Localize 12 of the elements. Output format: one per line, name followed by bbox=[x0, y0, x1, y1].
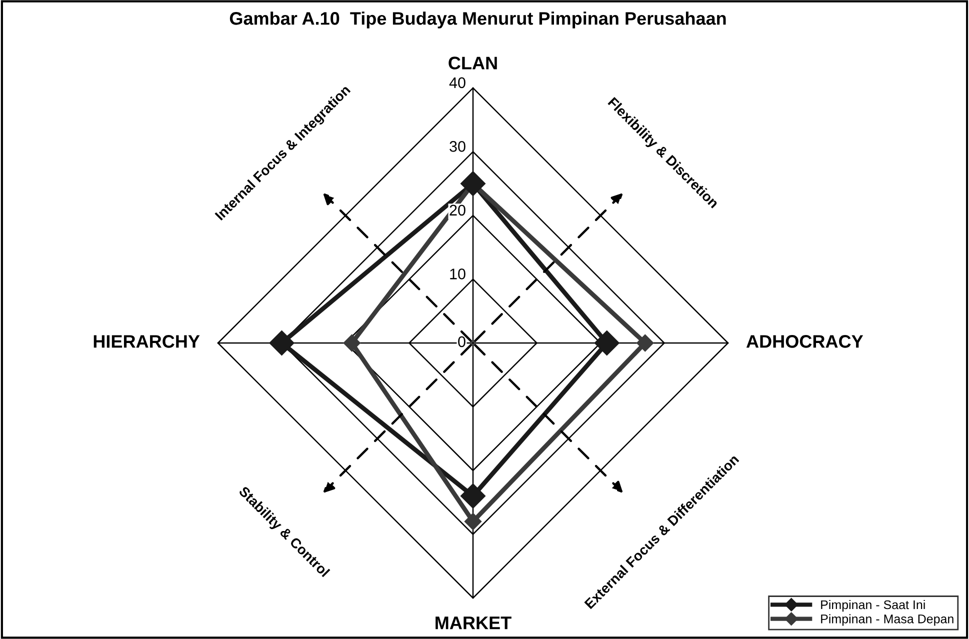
spoke-label: HIERARCHY bbox=[94, 335, 200, 348]
spoke-label: MARKET bbox=[436, 616, 512, 630]
y-tick-label: 0 bbox=[458, 336, 466, 348]
spoke-label: ADHOCRACY bbox=[746, 335, 864, 348]
chart-title: Gambar A.10 Tipe Budaya Menurut Pimpinan Perusahaan bbox=[230, 12, 726, 28]
legend-label: Pimpinan - Saat Ini bbox=[821, 600, 925, 612]
y-tick-label: 40 bbox=[449, 77, 466, 88]
y-tick-label: 20 bbox=[450, 204, 466, 216]
legend-label: Pimpinan - Masa Depan bbox=[821, 614, 954, 626]
spoke-label: CLAN bbox=[448, 56, 497, 70]
y-tick-label: 10 bbox=[450, 268, 466, 280]
y-tick-label: 30 bbox=[450, 141, 466, 152]
